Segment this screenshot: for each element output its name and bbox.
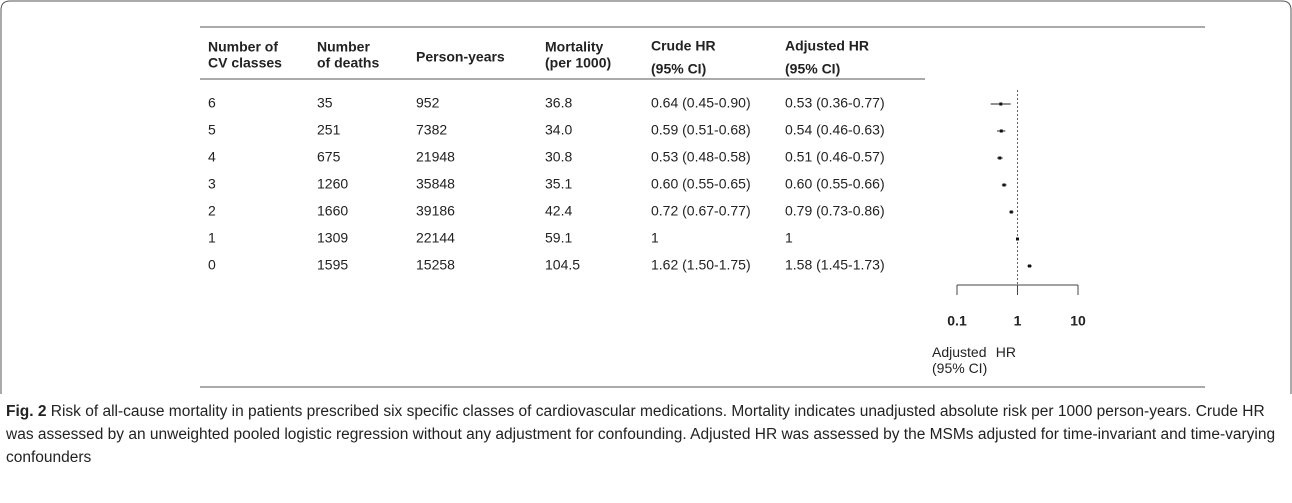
table-cell: 4	[208, 149, 216, 165]
table-cell: 0.54 (0.46-0.63)	[785, 122, 885, 138]
caption-text: Risk of all-cause mortality in patients …	[6, 403, 1276, 466]
table-cell: 1260	[317, 176, 348, 192]
caption-label: Fig. 2	[6, 403, 47, 420]
x-axis-label: Adjusted HR (95% CI)	[932, 344, 1016, 376]
table-cell: 3	[208, 176, 216, 192]
table-cell: 39186	[416, 203, 455, 219]
table-cell: 1	[651, 230, 659, 246]
table-cell: 0.53 (0.36-0.77)	[785, 95, 885, 111]
estimate-point	[1016, 237, 1019, 241]
x-tick-label: 0.1	[947, 313, 967, 329]
column-header: (per 1000)	[545, 55, 611, 71]
forest-plot: 0.1 1 10	[947, 90, 1086, 329]
estimate-point	[999, 129, 1003, 133]
table-cell: 0	[208, 257, 216, 273]
table-cell: 34.0	[545, 122, 572, 138]
table-cell: 0.60 (0.55-0.65)	[651, 176, 751, 192]
table-cell: 0.53 (0.48-0.58)	[651, 149, 751, 165]
column-header: Person-years	[416, 49, 505, 65]
table-cell: 0.72 (0.67-0.77)	[651, 203, 751, 219]
column-header: Number of	[208, 39, 278, 55]
column-header: (95% CI)	[785, 61, 840, 77]
table-cell: 0.59 (0.51-0.68)	[651, 122, 751, 138]
table-cell: 1660	[317, 203, 348, 219]
table-cell: 5	[208, 122, 216, 138]
estimate-point	[998, 156, 1002, 160]
table-cell: 1.62 (1.50-1.75)	[651, 257, 751, 273]
column-header: (95% CI)	[651, 61, 706, 77]
table-cell: 104.5	[545, 257, 580, 273]
table-cell: 42.4	[545, 203, 572, 219]
table-cell: 21948	[416, 149, 455, 165]
table-cell: 59.1	[545, 230, 572, 246]
x-tick-label: 10	[1070, 313, 1086, 329]
column-header: of deaths	[317, 55, 379, 71]
table-cell: 1309	[317, 230, 348, 246]
table-cell: 952	[416, 95, 440, 111]
table-cell: 1	[208, 230, 216, 246]
column-header: Number	[317, 39, 370, 55]
column-header: Crude HR	[651, 38, 716, 54]
table-cell: 251	[317, 122, 341, 138]
table-cell: 35	[317, 95, 333, 111]
column-header: Mortality	[545, 39, 604, 55]
table-cell: 15258	[416, 257, 455, 273]
estimate-point	[1002, 183, 1006, 187]
estimate-point	[1028, 264, 1032, 268]
figure-frame	[0, 0, 1292, 394]
estimate-point	[1009, 210, 1013, 214]
table-cell: 35848	[416, 176, 455, 192]
table-cell: 1595	[317, 257, 348, 273]
table-cell: 1	[785, 230, 793, 246]
column-header: Adjusted HR	[785, 38, 869, 54]
table-cell: 7382	[416, 122, 447, 138]
table-cell: 22144	[416, 230, 455, 246]
table-cell: 2	[208, 203, 216, 219]
table-cell: 0.51 (0.46-0.57)	[785, 149, 885, 165]
table-cell: 30.8	[545, 149, 572, 165]
table-cell: 0.64 (0.45-0.90)	[651, 95, 751, 111]
column-header: CV classes	[208, 55, 282, 71]
table-cell: 0.60 (0.55-0.66)	[785, 176, 885, 192]
table-cell: 0.79 (0.73-0.86)	[785, 203, 885, 219]
table-cell: 35.1	[545, 176, 572, 192]
table-cell: 6	[208, 95, 216, 111]
table-cell: 1.58 (1.45-1.73)	[785, 257, 885, 273]
caption: Fig. 2 Risk of all-cause mortality in pa…	[6, 400, 1281, 469]
estimate-point	[999, 102, 1003, 106]
table-cell: 675	[317, 149, 341, 165]
table-cell: 36.8	[545, 95, 572, 111]
x-tick-label: 1	[1014, 313, 1022, 329]
